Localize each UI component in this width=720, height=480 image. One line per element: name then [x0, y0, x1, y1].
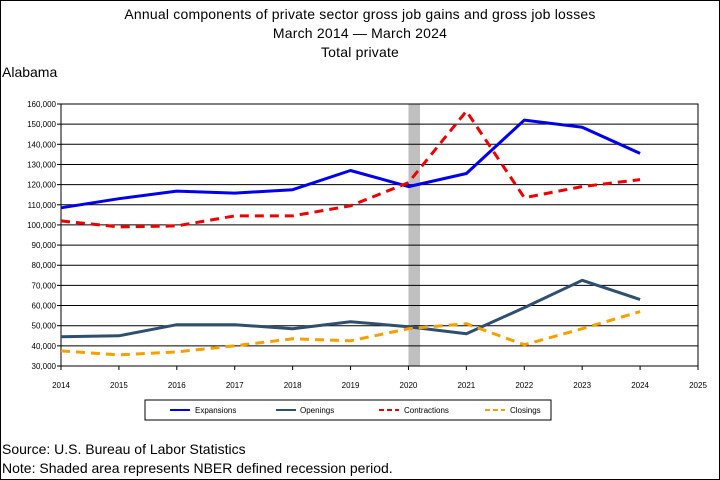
- series-line-contractions: [60, 109, 641, 229]
- x-tick-label: 2020: [400, 381, 418, 390]
- series-line-expansions: [60, 118, 641, 210]
- y-tick-label: 140,000: [27, 140, 56, 149]
- source-note: Source: U.S. Bureau of Labor Statistics: [2, 441, 246, 457]
- chart-date-range: March 2014 — March 2024: [272, 25, 448, 41]
- x-tick-label: 2021: [457, 381, 475, 390]
- y-tick-label: 120,000: [27, 181, 56, 190]
- x-tick-label: 2025: [689, 381, 707, 390]
- x-tick-label: 2014: [52, 381, 70, 390]
- x-tick-label: 2024: [631, 381, 649, 390]
- x-tick-label: 2017: [226, 381, 244, 390]
- y-tick-label: 110,000: [28, 201, 57, 210]
- x-tick-label: 2019: [342, 381, 360, 390]
- legend-box: [144, 399, 552, 421]
- y-tick-label: 160,000: [27, 100, 56, 109]
- y-tick-label: 70,000: [32, 281, 57, 290]
- series-line-openings: [60, 278, 641, 339]
- legend-label-openings: Openings: [300, 406, 334, 415]
- y-tick-label: 80,000: [32, 261, 57, 270]
- legend-label-closings: Closings: [510, 406, 541, 415]
- y-tick-label: 130,000: [27, 160, 56, 169]
- plot-border: [60, 103, 699, 367]
- x-tick-label: 2016: [168, 381, 186, 390]
- recession-band: [408, 104, 421, 366]
- y-tick-label: 50,000: [32, 322, 57, 331]
- y-tick-label: 100,000: [27, 221, 56, 230]
- y-tick-label: 30,000: [32, 362, 57, 371]
- y-tick-label: 150,000: [27, 120, 56, 129]
- legend-label-expansions: Expansions: [195, 406, 236, 415]
- chart-industry: Total private: [320, 44, 400, 60]
- recession-note: Note: Shaded area represents NBER define…: [2, 460, 393, 476]
- series-line-closings: [60, 310, 641, 357]
- y-tick-label: 40,000: [32, 342, 57, 351]
- chart-state-label: Alabama: [2, 64, 58, 80]
- x-tick-label: 2018: [284, 381, 302, 390]
- plot-area: [61, 104, 698, 366]
- x-tick-label: 2022: [515, 381, 533, 390]
- x-tick-label: 2023: [573, 381, 591, 390]
- y-tick-label: 90,000: [32, 241, 57, 250]
- legend-label-contractions: Contractions: [404, 406, 449, 415]
- chart-title: Annual components of private sector gros…: [124, 6, 596, 22]
- y-tick-label: 60,000: [32, 302, 57, 311]
- x-tick-label: 2015: [110, 381, 128, 390]
